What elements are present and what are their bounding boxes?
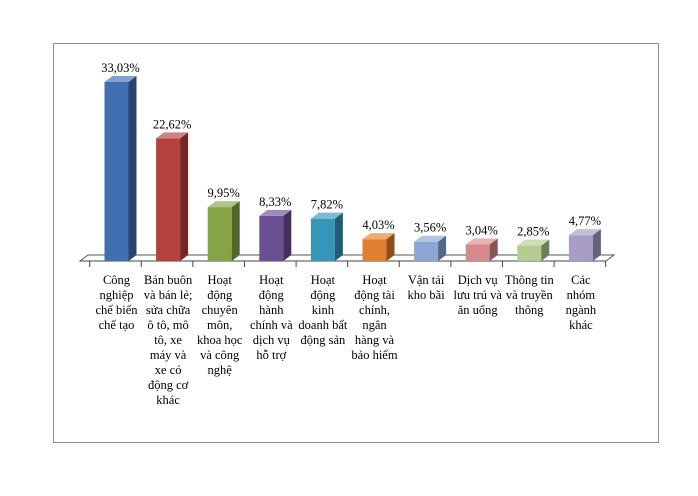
bar-top [414, 235, 447, 242]
bar-side [489, 238, 498, 261]
chart-frame [53, 43, 659, 443]
bar-front [310, 218, 335, 261]
bar-front [259, 215, 284, 261]
bar-side [128, 76, 137, 261]
bar [568, 229, 601, 261]
bar-top [259, 209, 292, 216]
value-label: 4,77% [569, 214, 601, 228]
bar [156, 132, 189, 261]
bar-front [414, 241, 439, 261]
category-label: Thông tin và truyền thông [504, 273, 554, 317]
category-label: Bán buôn và bán lẻ; sửa chữa ô tô, mô tô… [143, 273, 193, 407]
bar-front [156, 138, 181, 261]
bar-top [465, 238, 498, 245]
bar-top [104, 76, 137, 82]
bar [310, 212, 343, 261]
bar-top [362, 233, 395, 240]
bar-front [104, 82, 129, 261]
bar-front [362, 239, 387, 261]
bar [259, 209, 292, 261]
bar-front [465, 244, 490, 261]
bar-side [180, 132, 189, 261]
bar-top [156, 132, 189, 139]
value-label: 33,03% [101, 61, 140, 75]
category-label: Hoạt động chuyên môn, khoa học và công n… [196, 273, 243, 377]
value-label: 8,33% [259, 195, 291, 209]
bar-front [568, 235, 593, 261]
bar [104, 76, 137, 261]
category-label: Các nhóm ngành khác [565, 273, 597, 332]
bar-side [231, 201, 240, 261]
bar-side [541, 239, 550, 261]
bar [207, 201, 240, 261]
bar-top [207, 201, 240, 208]
bar-side [283, 209, 292, 261]
bar-side [438, 235, 447, 261]
bar-top [517, 239, 550, 246]
bar-front [207, 207, 232, 261]
bar-top [310, 212, 343, 219]
value-label: 2,85% [517, 225, 549, 239]
value-label: 3,56% [414, 221, 446, 235]
value-label: 7,82% [311, 198, 343, 212]
category-label: Vận tải kho bãi [407, 273, 445, 302]
value-label: 9,95% [208, 186, 240, 200]
bar-side [386, 233, 395, 261]
value-label: 4,03% [362, 218, 394, 232]
category-label: Công nghiệp chế biến chế tạo [95, 273, 138, 332]
value-label: 22,62% [153, 117, 192, 131]
bar [362, 233, 395, 261]
category-label: Hoạt động kinh doanh bất động sản [298, 273, 348, 347]
bar-front [517, 245, 542, 261]
bar-side [334, 212, 343, 261]
bar-top [568, 229, 601, 236]
value-label: 3,04% [466, 224, 498, 238]
category-label: Hoạt động tài chính, ngân hàng và bảo hi… [351, 273, 398, 362]
bar-side [592, 229, 601, 261]
bar [465, 238, 498, 261]
category-label: Hoạt động hành chính và dịch vụ hỗ trợ [249, 273, 293, 362]
category-label: Dịch vụ lưu trú và ăn uống [453, 273, 502, 317]
bar [517, 239, 550, 261]
bar [414, 235, 447, 261]
